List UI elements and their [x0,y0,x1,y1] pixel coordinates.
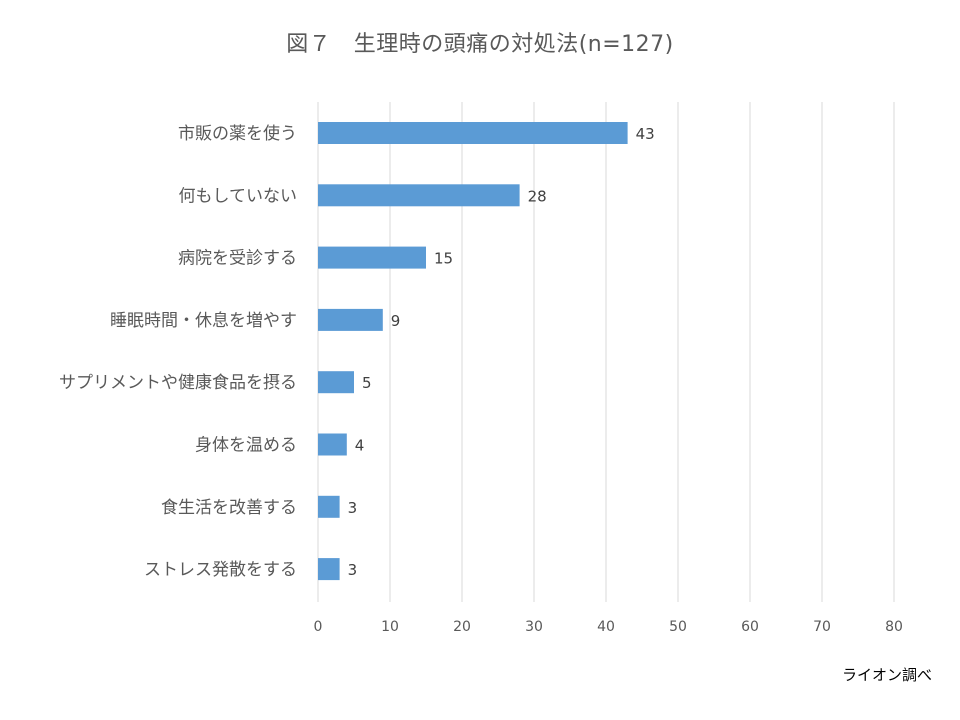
category-label: 何もしていない [179,186,298,206]
category-label: 食生活を改善する [161,498,297,518]
x-tick-label: 40 [597,619,615,635]
x-tick-label: 80 [885,619,903,635]
category-label: 病院を受診する [178,249,297,269]
x-tick-label: 50 [669,619,687,635]
source-note: ライオン調べ [841,666,932,684]
bar [318,433,347,456]
x-tick-label: 70 [813,619,831,635]
category-label: 市販の薬を使う [178,123,297,144]
bar [318,246,426,269]
category-label: サプリメントや健康食品を摂る [59,373,297,393]
value-label: 9 [391,312,401,330]
bar [318,495,340,518]
x-tick-label: 0 [314,619,323,635]
bar [318,184,520,207]
category-label: 睡眠時間・休息を増やす [110,311,297,331]
category-label: 身体を温める [195,436,297,456]
bar [318,122,628,144]
x-tick-label: 60 [741,619,759,635]
chart-title: 図７ 生理時の頭痛の対処法(n=127) [286,32,674,57]
value-label: 3 [348,499,358,517]
value-label: 3 [348,561,358,579]
value-label: 5 [362,374,372,392]
value-label: 4 [355,437,365,455]
bar [318,308,383,331]
grid-lines [317,102,895,602]
value-label: 43 [636,125,655,143]
bar [318,558,340,581]
value-label: 15 [434,250,453,268]
bar [318,371,354,394]
x-tick-label: 30 [525,619,543,635]
x-tick-label: 20 [453,619,471,635]
x-tick-label: 10 [381,619,399,635]
category-label: ストレス発散をする [144,560,297,580]
bars [318,122,628,581]
value-label: 28 [528,187,547,205]
